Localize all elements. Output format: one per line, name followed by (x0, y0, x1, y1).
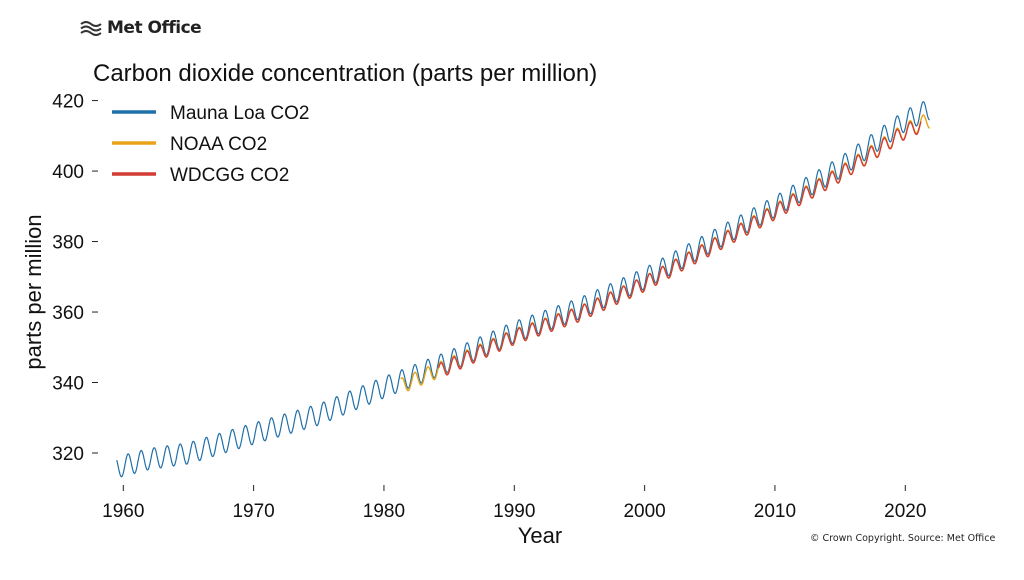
y-axis-ticks: 320 340 360 380 400 420 (52, 92, 98, 465)
copyright-notice: © Crown Copyright. Source: Met Office (810, 533, 996, 544)
legend-label: Mauna Loa CO2 (170, 103, 309, 124)
x-tick-label: 2000 (623, 501, 665, 522)
y-tick-label: 420 (52, 92, 84, 113)
y-axis-label: parts per million (21, 214, 46, 369)
x-tick-label: 1960 (102, 501, 144, 522)
x-axis-ticks: 1960 1970 1980 1990 2000 2010 2020 (102, 485, 926, 522)
x-tick-label: 1970 (232, 501, 274, 522)
y-tick-label: 340 (52, 374, 84, 395)
met-office-wave-icon (80, 21, 102, 36)
y-tick-label: 320 (52, 444, 84, 465)
legend-label: NOAA CO2 (170, 134, 267, 155)
series-line-1 (116, 101, 930, 478)
x-axis-label: Year (518, 523, 562, 548)
x-tick-label: 2020 (884, 501, 926, 522)
series-line-2 (400, 114, 930, 392)
chart-title: Carbon dioxide concentration (parts per … (93, 60, 597, 87)
x-tick-label: 2010 (754, 501, 796, 522)
logo-text: Met Office (107, 18, 202, 38)
y-tick-label: 380 (52, 233, 84, 254)
y-tick-label: 360 (52, 303, 84, 324)
series-line-3 (438, 121, 922, 376)
series-layer (116, 101, 930, 478)
x-tick-label: 1990 (493, 501, 535, 522)
y-tick-label: 400 (52, 162, 84, 183)
legend: Mauna Loa CO2 NOAA CO2 WDCGG CO2 (112, 103, 309, 186)
x-tick-label: 1980 (363, 501, 405, 522)
legend-label: WDCGG CO2 (170, 165, 289, 186)
met-office-logo: Met Office (80, 18, 202, 38)
